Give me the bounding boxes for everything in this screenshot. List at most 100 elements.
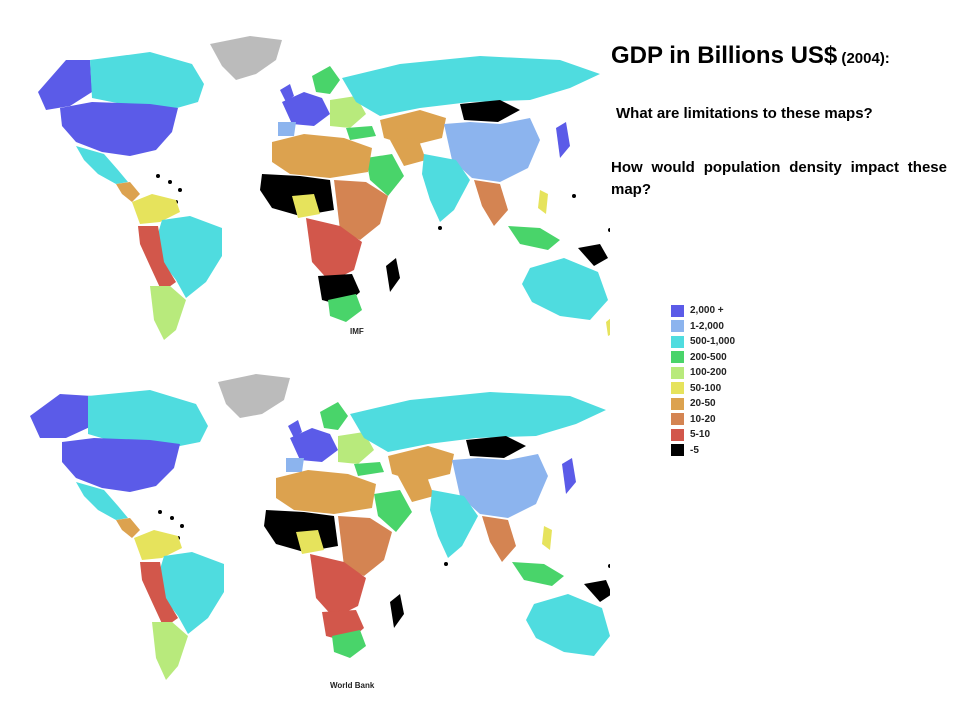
region-philippines [542,526,552,550]
region-turkey [346,126,376,140]
region-central-africa [306,218,362,282]
legend-label: 5-10 [690,429,711,441]
region-alaska [38,60,92,110]
region-southeast-asia [482,516,516,562]
region-andes [138,226,176,292]
region-east-africa [334,180,388,240]
region-china [444,118,540,182]
region-greenland [210,36,282,80]
legend-item: 100-200 [671,365,735,381]
region-new-guinea [578,244,608,266]
region-japan [562,458,576,494]
region-northern-south-america [134,530,182,560]
world-map-world-bank [0,368,610,693]
caribbean-islands [158,510,184,540]
legend-swatch [671,382,684,395]
pacific-islands [444,562,610,568]
legend-item: 20-50 [671,396,735,412]
region-iran [390,138,426,166]
region-russia [350,392,606,452]
region-philippines [538,190,548,214]
legend-label: 50-100 [690,382,722,394]
region-central-america [116,182,140,202]
legend-item: 2,000 + [671,303,735,319]
legend-label: 20-50 [690,398,716,410]
region-iberia [278,122,296,136]
legend-item: 1-2,000 [671,319,735,335]
legend-swatch [671,320,684,333]
legend-item: 50-100 [671,381,735,397]
pacific-islands [438,194,610,232]
region-usa [62,438,180,492]
region-north-africa [272,134,372,178]
region-indonesia [512,562,564,586]
region-uk [280,84,294,102]
region-central-africa [310,554,366,618]
legend-swatch [671,444,684,457]
region-canada [90,52,204,110]
legend-label: 200-500 [690,351,727,363]
map-label-imf: IMF [350,327,364,336]
region-north-africa [276,470,376,514]
region-australia [522,258,608,320]
region-western-europe [282,92,330,126]
region-indonesia [508,226,560,250]
region-mongolia [466,436,526,458]
legend-item: -5 [671,443,735,459]
region-eastern-europe [338,432,374,464]
legend-item: 5-10 [671,427,735,443]
question-population-density: How would population density impact thes… [611,159,947,198]
region-india [430,490,478,558]
region-western-europe [290,428,338,462]
title-tail: ): [879,50,890,67]
region-central-asia [380,110,446,146]
legend-swatch [671,413,684,426]
region-east-africa [338,516,392,576]
legend-label: 100-200 [690,367,727,379]
legend-swatch [671,335,684,348]
region-new-guinea [584,580,610,602]
region-iran [398,474,434,502]
map-legend: 2,000 + 1-2,000 500-1,000 200-500 100-200 50-… [671,303,735,458]
region-nigeria [292,194,320,218]
legend-swatch [671,366,684,379]
region-china [452,454,548,518]
legend-label: 500-1,000 [690,336,736,348]
legend-swatch [671,397,684,410]
region-alaska [30,394,92,438]
region-russia [342,56,600,116]
region-andes [140,562,178,628]
region-usa [60,102,178,156]
legend-item: 500-1,000 [671,334,735,350]
legend-swatch [671,351,684,364]
region-india [422,154,470,222]
region-nigeria [296,530,324,554]
region-iberia [286,458,304,472]
region-central-america [116,518,140,538]
region-south-africa [332,630,366,658]
region-japan [556,122,570,158]
region-madagascar [386,258,400,292]
region-southern-cone [152,622,188,680]
region-central-asia [388,446,454,482]
region-new-zealand [606,318,610,336]
region-brazil [156,216,222,298]
region-south-africa [328,294,362,322]
region-mexico [76,482,128,520]
slide-title: GDP in Billions US$ (2004): [611,42,890,70]
region-saudi [374,490,412,532]
world-map-world-bank-svg [30,374,610,680]
region-scandinavia [312,66,340,94]
legend-label: -5 [690,444,699,456]
region-southern-cone [150,286,186,340]
title-paren: ( [837,50,847,67]
legend-item: 10-20 [671,412,735,428]
region-eastern-europe [330,96,366,128]
legend-label: 2,000 + [690,305,724,317]
world-map-imf-svg [38,36,610,340]
region-turkey [354,462,384,476]
region-mexico [76,146,128,184]
region-brazil [158,552,224,634]
question-limitations: What are limitations to these maps? [616,105,873,122]
legend-item: 200-500 [671,350,735,366]
